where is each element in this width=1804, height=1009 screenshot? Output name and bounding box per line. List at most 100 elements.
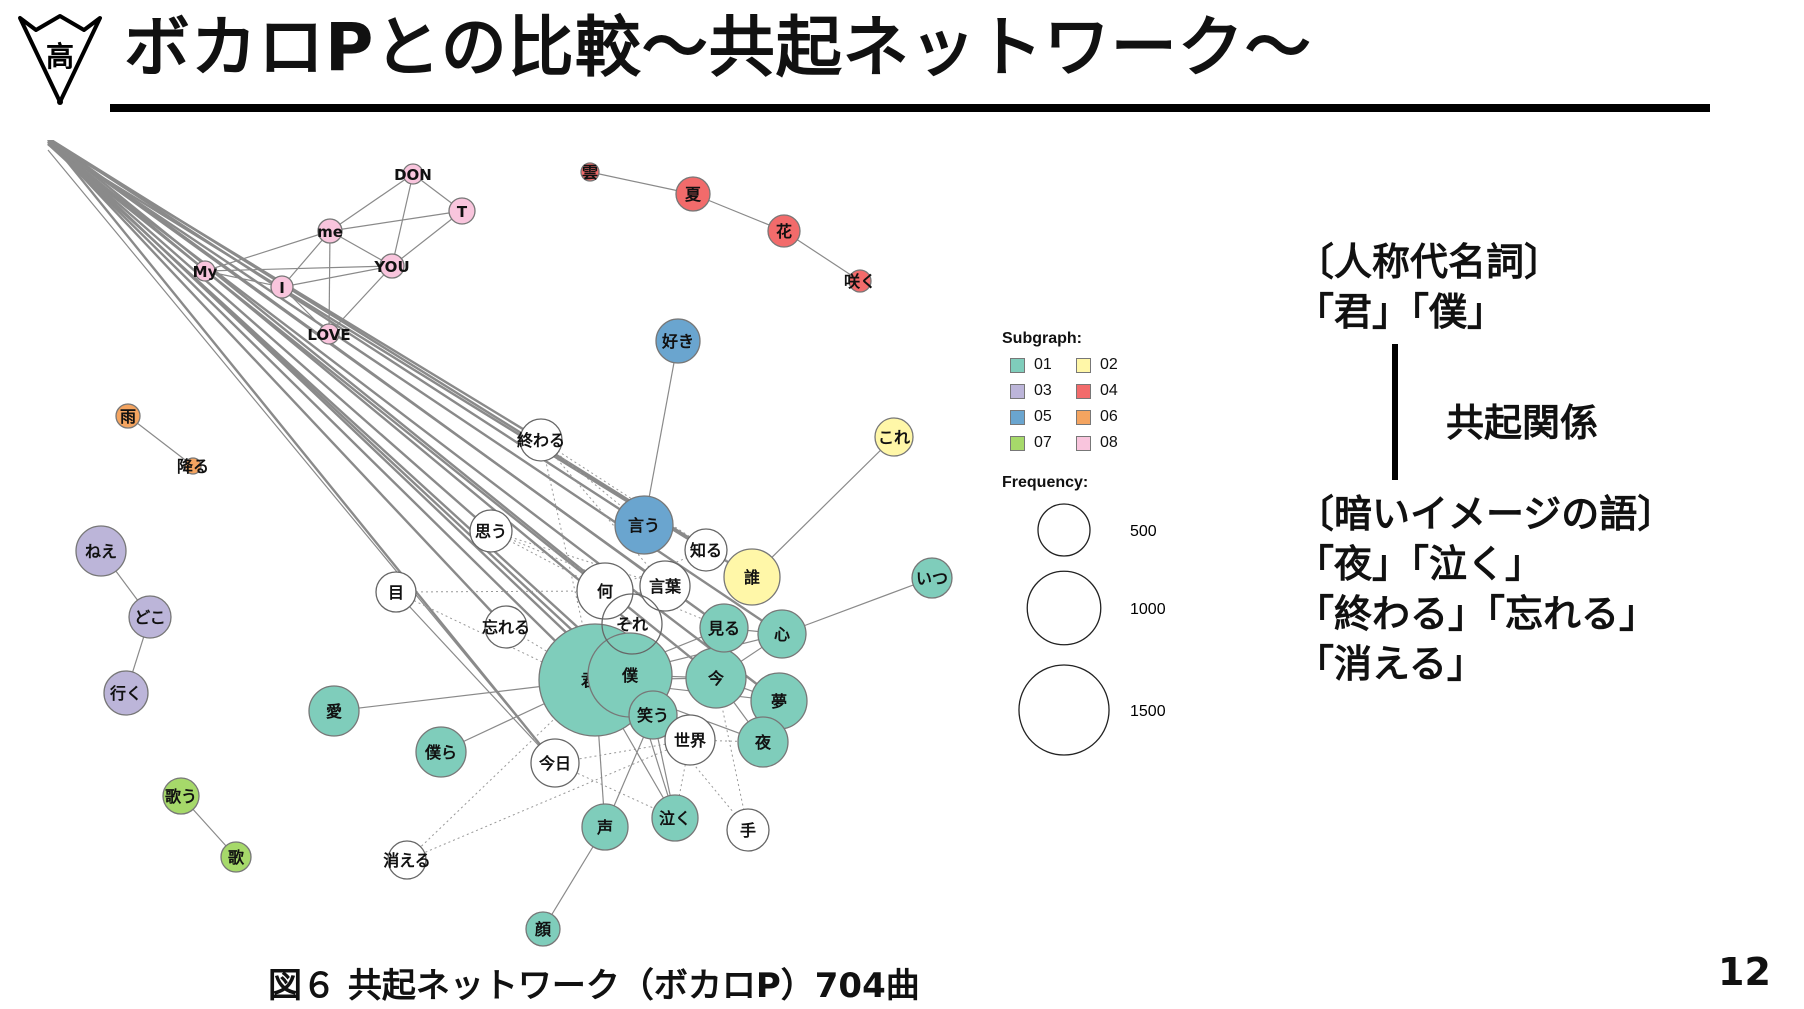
- node-circle-don: [402, 163, 424, 185]
- annotation-heading-pronouns: 〔人称代名詞〕: [1296, 240, 1563, 284]
- node-iku: 行く: [103, 670, 149, 716]
- node-label-me_eye: 目: [388, 583, 404, 602]
- node-label-yoru: 夜: [754, 733, 772, 752]
- node-circle-sore: [601, 593, 663, 655]
- node-omou: 思う: [469, 509, 513, 553]
- edge-t-you: [391, 210, 463, 267]
- edge-kimi: [47, 141, 596, 681]
- node-i: I: [270, 275, 294, 299]
- node-uta: 歌: [220, 841, 252, 873]
- edge-te-ima: [715, 677, 749, 831]
- node-circle-owaru: [519, 418, 563, 462]
- node-kyou: 今日: [530, 738, 580, 788]
- node-circle-naku: [651, 794, 699, 842]
- node-circle-wasureru: [484, 605, 528, 649]
- node-label-me: me: [317, 223, 343, 241]
- node-circle-warau: [628, 690, 678, 740]
- node-circle-kore: [874, 417, 914, 457]
- frequency-circle-1500: [1018, 664, 1110, 756]
- node-hana: 花: [767, 214, 801, 248]
- node-circle-bokura: [415, 726, 467, 778]
- node-label-bokura: 僕ら: [424, 743, 457, 762]
- node-nani: 何: [576, 562, 634, 620]
- node-label-boku: 僕: [621, 666, 639, 685]
- annotation-relation: 共起関係: [1446, 401, 1599, 445]
- node-label-te: 手: [740, 821, 756, 840]
- node-label-wasureru: 忘れる: [482, 618, 530, 637]
- node-circle-yoru: [737, 716, 789, 768]
- node-circle-suki: [655, 318, 701, 364]
- node-circle-me: [317, 218, 343, 244]
- node-yume: 夢: [750, 672, 808, 730]
- node-doko: どこ: [128, 595, 172, 639]
- edge-me_eye-nani: [395, 590, 606, 593]
- node-label-iu: 言う: [628, 516, 660, 535]
- node-warau: 笑う: [628, 690, 678, 740]
- edge-omou-kotoba: [490, 530, 666, 587]
- node-circle-iu: [614, 495, 674, 555]
- legend-swatch-01: [1010, 357, 1025, 373]
- slide-title: ボカロPとの比較〜共起ネットワーク〜: [124, 9, 1312, 86]
- node-label-i: I: [279, 279, 285, 297]
- legend-item-04: 04: [1076, 382, 1118, 400]
- legend-label-06: 06: [1100, 408, 1118, 425]
- edge-i-you: [281, 265, 393, 288]
- node-circle-ai: [308, 685, 360, 737]
- node-you: YOU: [373, 253, 410, 279]
- node-label-naku: 泣く: [659, 809, 691, 828]
- node-label-kyou: 今日: [538, 754, 571, 773]
- edge-kieru-sekai: [406, 739, 691, 861]
- node-label-kieru: 消える: [383, 851, 431, 870]
- frequency-circle-500: [1037, 503, 1091, 557]
- node-kumo: 雲: [580, 162, 600, 182]
- node-circle-kokoro: [757, 609, 807, 659]
- node-label-kao: 顔: [534, 920, 552, 939]
- legend-swatch-02: [1076, 357, 1091, 373]
- node-label-iku: 行く: [109, 684, 142, 703]
- edge-sore: [47, 140, 633, 625]
- node-circle-dare: [723, 548, 781, 606]
- edge-shiru: [47, 142, 707, 552]
- node-label-nee: ねえ: [85, 542, 117, 561]
- edge-miru: [47, 140, 725, 629]
- node-circle-te: [726, 808, 770, 852]
- edge-wasureru: [47, 140, 507, 628]
- page-number: 12: [1718, 950, 1771, 994]
- annotation-dark-line-2: 「終わる」「忘れる」: [1296, 592, 1658, 636]
- edge-my-i: [204, 270, 283, 288]
- edge-you-love: [328, 265, 393, 335]
- annotation-dark-line-3: 「消える」: [1296, 642, 1485, 686]
- node-label-furu: 降る: [177, 457, 209, 476]
- node-circle-nani: [576, 562, 634, 620]
- node-label-utau: 歌う: [165, 787, 197, 806]
- legend-label-08: 08: [1100, 434, 1118, 451]
- node-wasureru: 忘れる: [482, 605, 530, 649]
- legend-swatch-03: [1010, 383, 1025, 399]
- node-circle-itsu: [911, 557, 953, 599]
- node-circle-t: [448, 197, 476, 225]
- node-nee: ねえ: [75, 525, 127, 577]
- legend-swatch-05: [1010, 409, 1025, 425]
- node-suki: 好き: [655, 318, 701, 364]
- legend-label-01: 01: [1034, 356, 1052, 373]
- node-label-uta: 歌: [228, 848, 245, 867]
- node-circle-kyou: [530, 738, 580, 788]
- network-nodes: 君僕笑う今見る心夢夜泣く声愛僕らいつ顔誰これねえどこ行く雲夏花咲く言う好き雨降る…: [75, 162, 953, 947]
- node-label-dare: 誰: [744, 568, 760, 587]
- node-label-don: DON: [394, 166, 432, 184]
- node-circle-love: [318, 323, 340, 345]
- node-circle-sekai: [664, 714, 716, 766]
- node-circle-koe: [581, 803, 629, 851]
- node-label-warau: 笑う: [637, 706, 669, 725]
- logo-character: 高: [46, 40, 74, 73]
- edge-ame-furu: [127, 415, 194, 467]
- node-dare: 誰: [723, 548, 781, 606]
- legend-swatch-08: [1076, 435, 1091, 451]
- legend-subgraph: 01 02 03 04 05 06 07 08: [1002, 356, 1202, 482]
- node-shiru: 知る: [684, 528, 728, 572]
- node-don: DON: [394, 163, 432, 185]
- node-iu: 言う: [614, 495, 674, 555]
- node-utau: 歌う: [162, 777, 200, 815]
- legend-label-04: 04: [1100, 382, 1118, 399]
- node-label-shiru: 知る: [690, 541, 722, 560]
